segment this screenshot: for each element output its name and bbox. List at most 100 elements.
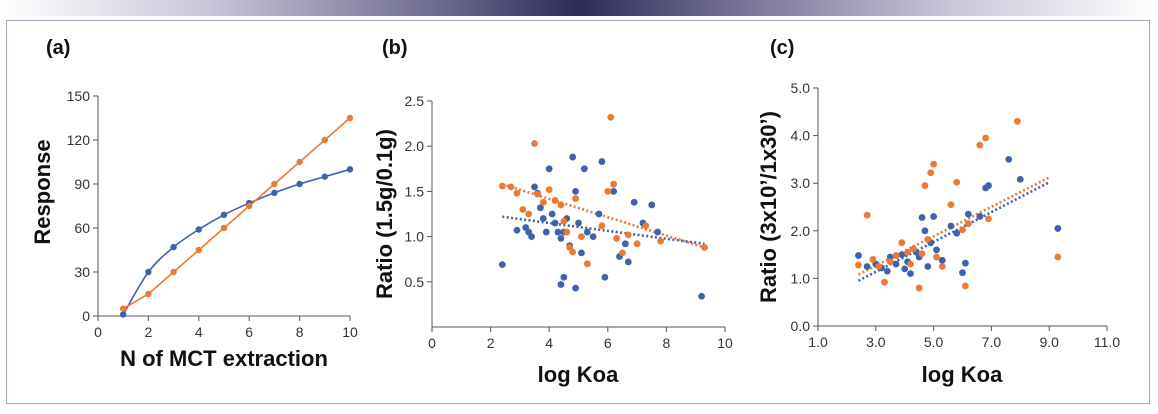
data-point-blue	[271, 189, 278, 196]
data-point-blue	[548, 210, 556, 218]
data-point-orange	[898, 239, 906, 247]
data-point-orange	[947, 201, 955, 209]
data-point-orange	[924, 235, 932, 243]
y-axis-title: Ratio (1.5g/0.1g)	[372, 129, 397, 299]
data-point-blue	[985, 182, 992, 189]
x-axis-title: N of MCT extraction	[120, 346, 328, 371]
x-tick-label: 1.0	[808, 334, 828, 350]
x-tick-label: 11.0	[1094, 334, 1120, 350]
data-point-blue	[220, 211, 228, 218]
data-point-blue	[572, 188, 579, 195]
data-point-blue	[296, 180, 303, 188]
data-point-blue	[924, 263, 932, 270]
y-tick-label: 30	[74, 264, 90, 280]
data-point-blue	[580, 165, 588, 173]
data-point-orange	[624, 231, 632, 239]
data-point-orange	[120, 305, 127, 312]
data-point-blue	[572, 284, 579, 292]
data-point-orange	[964, 220, 972, 228]
data-point-orange	[927, 169, 935, 177]
series-line-blue	[122, 168, 351, 315]
data-point-blue	[953, 229, 961, 237]
trendline-blue	[502, 215, 705, 246]
data-point-orange	[195, 246, 202, 254]
data-point-blue	[195, 226, 202, 233]
data-point-blue	[346, 166, 354, 173]
data-point-orange	[498, 182, 506, 190]
data-point-blue	[557, 281, 565, 288]
data-point-blue	[560, 273, 568, 281]
x-tick-label: 2	[145, 324, 153, 340]
data-point-blue	[589, 233, 597, 241]
data-point-blue	[1054, 225, 1062, 232]
x-tick-label: 2	[487, 335, 495, 351]
data-point-blue	[959, 269, 966, 277]
data-point-orange	[513, 189, 521, 197]
data-point-blue	[961, 259, 969, 267]
data-point-blue	[595, 210, 603, 218]
data-point-orange	[633, 240, 641, 248]
data-point-orange	[907, 260, 914, 268]
panel-a: (a) 0 2 4 6 8 10 0 30 60 90 120 150 N of MCT extracti…	[30, 37, 358, 371]
y-tick-label: 0.0	[791, 318, 811, 334]
data-point-orange	[534, 190, 541, 198]
data-point-orange	[909, 245, 917, 253]
data-point-orange	[875, 263, 883, 270]
y-tick-label: 120	[67, 132, 91, 148]
data-point-orange	[657, 237, 664, 245]
data-point-orange	[985, 215, 992, 223]
data-point-orange	[613, 235, 620, 242]
data-point-orange	[145, 290, 152, 298]
x-tick-label: 0	[94, 324, 102, 340]
data-point-blue	[976, 213, 984, 220]
y-tick-label: 90	[74, 176, 90, 192]
y-tick-label: 60	[74, 220, 90, 236]
data-point-orange	[610, 180, 618, 188]
panel-label: (a)	[46, 37, 70, 59]
data-point-orange	[933, 253, 940, 261]
data-point-blue	[921, 227, 929, 235]
data-point-orange	[930, 160, 937, 168]
data-point-orange	[892, 252, 900, 259]
data-point-blue	[578, 249, 585, 257]
panel-label: (b)	[382, 37, 408, 59]
data-point-blue	[624, 258, 632, 266]
x-tick-label: 5.0	[924, 334, 944, 350]
data-point-orange	[557, 201, 565, 209]
y-tick-label: 150	[67, 88, 91, 104]
data-point-orange	[170, 268, 177, 276]
data-point-blue	[528, 233, 536, 241]
data-point-orange	[578, 233, 585, 241]
data-point-orange	[220, 224, 228, 232]
y-tick-label: 2.5	[405, 93, 425, 109]
data-point-orange	[531, 140, 538, 147]
data-point-orange	[915, 284, 923, 292]
data-point-blue	[598, 158, 606, 165]
data-point-blue	[545, 165, 553, 173]
data-point-blue	[654, 228, 662, 236]
y-tick-label: 0.5	[405, 274, 425, 290]
data-point-orange	[976, 141, 984, 149]
data-point-blue	[542, 228, 550, 236]
data-point-orange	[246, 202, 253, 210]
x-tick-label: 4	[195, 324, 203, 340]
data-point-orange	[881, 278, 888, 286]
data-point-blue	[901, 265, 909, 273]
x-tick-label: 3.0	[866, 334, 886, 350]
data-point-blue	[120, 311, 127, 318]
data-point-orange	[863, 211, 871, 219]
data-point-blue	[938, 256, 946, 264]
data-point-orange	[642, 222, 650, 230]
y-tick-label: 4.0	[791, 128, 811, 144]
data-point-orange	[982, 134, 990, 142]
data-point-orange	[296, 158, 303, 166]
panel-c: (c)1.0 3.0 5.0 7.0 9.0 11.00.01.02.03.04.05.0…	[756, 37, 1120, 387]
data-point-blue	[554, 228, 562, 236]
data-point-blue	[863, 263, 871, 270]
data-point-blue	[698, 292, 705, 300]
data-point-blue	[855, 252, 862, 259]
data-point-orange	[918, 250, 926, 258]
x-axis-title: log Koa	[922, 362, 1003, 387]
data-point-blue	[551, 219, 559, 227]
